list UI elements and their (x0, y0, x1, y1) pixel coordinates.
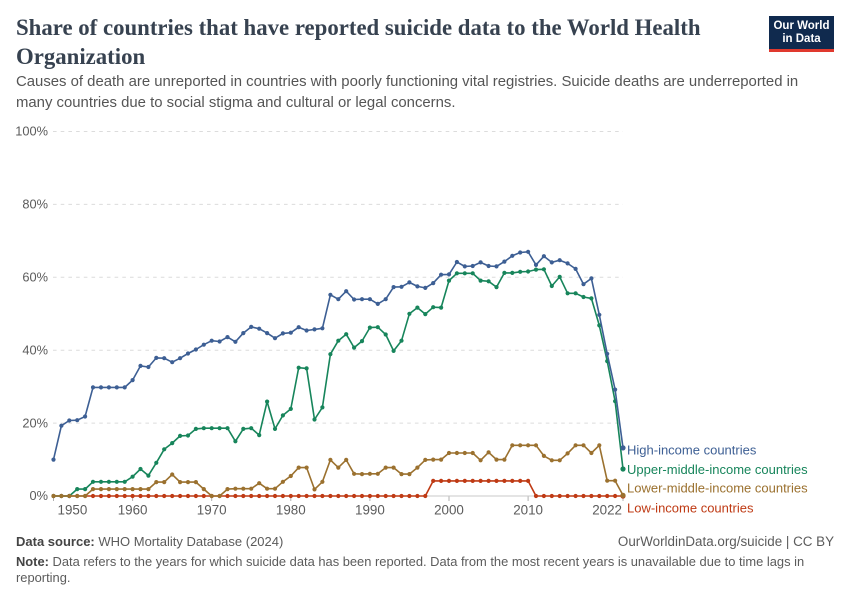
svg-text:Low-income countries: Low-income countries (627, 501, 754, 516)
svg-text:1960: 1960 (118, 503, 148, 518)
svg-text:60%: 60% (22, 270, 48, 285)
svg-text:40%: 40% (22, 342, 48, 357)
svg-text:20%: 20% (22, 415, 48, 430)
svg-text:80%: 80% (22, 197, 48, 212)
svg-text:High-income countries: High-income countries (627, 443, 757, 458)
svg-text:2000: 2000 (434, 503, 464, 518)
svg-text:1980: 1980 (276, 503, 306, 518)
svg-text:Upper-middle-income countries: Upper-middle-income countries (627, 462, 808, 477)
svg-text:1990: 1990 (355, 503, 385, 518)
svg-text:Lower-middle-income countries: Lower-middle-income countries (627, 481, 808, 496)
svg-text:1970: 1970 (197, 503, 227, 518)
svg-text:2022: 2022 (592, 503, 622, 518)
svg-text:1950: 1950 (58, 503, 88, 518)
svg-text:0%: 0% (30, 488, 49, 503)
svg-text:100%: 100% (15, 124, 48, 139)
svg-text:2010: 2010 (513, 503, 543, 518)
